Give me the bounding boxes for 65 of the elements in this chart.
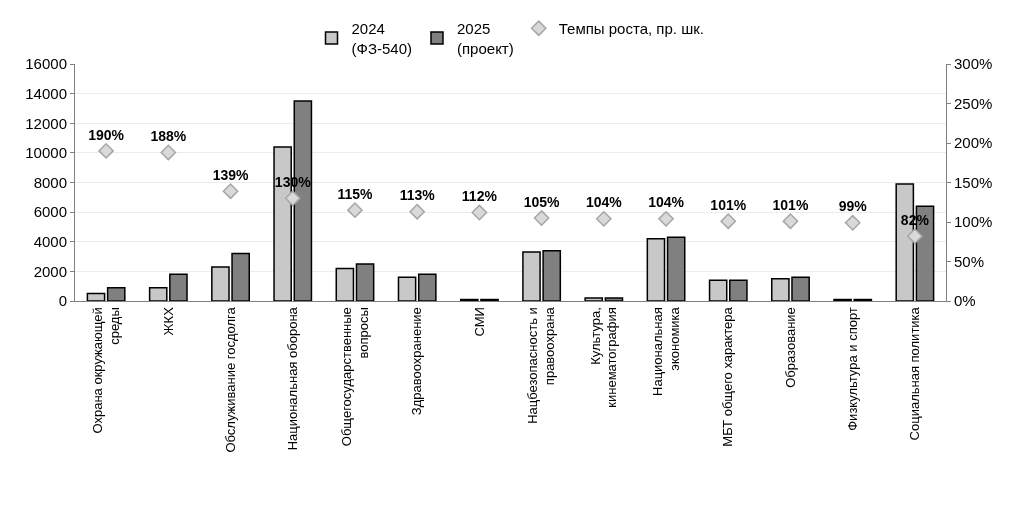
data-label: 130% <box>274 173 312 190</box>
data-label: 112% <box>461 188 498 205</box>
data-label: 104% <box>585 194 623 211</box>
x-tick-label: Социальная политика <box>907 306 923 441</box>
x-tick-label: Физкультура и спорт <box>844 307 860 431</box>
point <box>906 228 923 245</box>
x-tick-label: ЖКХ <box>160 306 176 336</box>
bar <box>708 279 728 301</box>
x-tick-label: Обслуживание госдолга <box>222 306 238 453</box>
y2-tick-label: 250% <box>954 94 993 112</box>
y-tick-label: 2000 <box>33 262 67 280</box>
point <box>533 210 550 226</box>
x-tick-label: Общегосударственные вопросы <box>338 307 371 447</box>
point <box>720 213 737 230</box>
point <box>222 183 239 200</box>
data-label: 101% <box>772 196 809 213</box>
y2-tick-label: 0% <box>954 292 976 310</box>
point <box>782 213 799 230</box>
data-label: 105% <box>523 193 561 210</box>
bar <box>86 292 106 301</box>
data-label: 101% <box>710 196 747 213</box>
data-label: 139% <box>212 166 249 183</box>
data-label: 113% <box>399 187 436 204</box>
y2-tick-label: 300% <box>954 55 993 73</box>
y-tick-label: 16000 <box>25 55 67 73</box>
data-label: 188% <box>150 128 187 145</box>
x-tick-label: Национальная оборона <box>284 306 300 451</box>
bar <box>335 267 355 301</box>
point <box>347 202 363 219</box>
y2-tick-label: 100% <box>954 213 993 231</box>
y2-tick-label: 200% <box>954 134 993 152</box>
data-label: 104% <box>648 194 685 211</box>
y-tick-label: 8000 <box>33 173 67 191</box>
data-label: 99% <box>838 198 868 215</box>
bar <box>397 276 417 301</box>
x-tick-label: СМИ <box>471 307 487 337</box>
point <box>471 204 488 221</box>
data-label: 82% <box>900 211 930 228</box>
point <box>284 190 301 207</box>
y-tick-label: 10000 <box>25 144 67 162</box>
y-tick-label: 12000 <box>25 114 67 132</box>
point <box>844 214 861 231</box>
legend-label: Темпы роста, пр. шк. <box>558 20 704 38</box>
y-tick-label: 0 <box>58 292 67 310</box>
legend-label: 2024 (ФЗ-540) <box>351 20 412 57</box>
point <box>658 210 674 227</box>
x-tick-label: Здравоохранение <box>409 307 425 416</box>
x-tick-label: Нацбезопасность и правоохрана <box>525 306 558 424</box>
data-label: 115% <box>337 185 374 202</box>
y-tick-label: 6000 <box>33 203 67 221</box>
bar <box>646 238 666 301</box>
data-label: 190% <box>88 126 125 143</box>
x-tick-label: МБТ общего характера <box>720 306 736 447</box>
point <box>160 144 177 161</box>
x-tick-label: Охрана окружающей среды <box>89 307 122 434</box>
y2-tick-label: 150% <box>954 173 993 191</box>
y-tick-label: 4000 <box>33 233 67 250</box>
bar <box>584 297 604 301</box>
point <box>409 203 426 220</box>
y2-tick-label: 50% <box>954 252 985 270</box>
y-tick-label: 14000 <box>25 84 67 102</box>
legend-label: 2025 (проект) <box>456 20 514 57</box>
x-tick-label: Образование <box>782 307 798 388</box>
point <box>98 143 115 159</box>
point <box>595 210 612 227</box>
